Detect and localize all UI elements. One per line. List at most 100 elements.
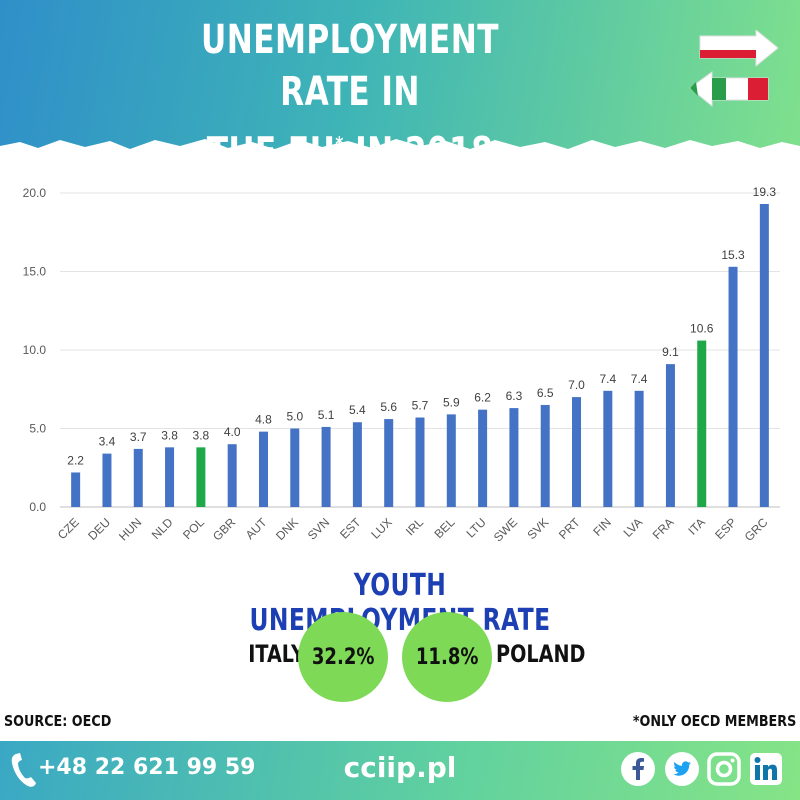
bar-ltu: [478, 409, 488, 507]
italy-rate-bubble: 32.2%: [298, 612, 388, 702]
x-tick-label: FIN: [590, 515, 614, 539]
x-tick-label: SVK: [524, 515, 551, 542]
data-label: 15.3: [721, 248, 745, 262]
x-tick-label: GBR: [210, 515, 239, 544]
x-tick-label: IRL: [403, 515, 426, 538]
y-tick-label: 0.0: [29, 500, 46, 514]
data-label: 7.4: [631, 372, 648, 386]
bar-svk: [540, 404, 550, 507]
phone-number[interactable]: +48 22 621 99 59: [38, 755, 256, 780]
torn-paper-edge: [0, 139, 800, 158]
title-line-2-main: THE EU: [206, 129, 336, 176]
data-label: 7.4: [599, 372, 616, 386]
x-tick-label: DNK: [273, 515, 301, 543]
bar-bel: [446, 414, 456, 507]
data-label: 4.0: [224, 425, 241, 439]
bar-est: [352, 422, 362, 507]
x-tick-label: PRT: [556, 515, 583, 542]
bar-lva: [634, 390, 644, 507]
instagram-icon[interactable]: [706, 751, 742, 787]
title-line-2-year: IN 2018: [343, 129, 494, 176]
bar-lux: [384, 419, 394, 507]
y-tick-label: 5.0: [29, 422, 46, 436]
italy-poland-flag-arrow-logo: [689, 30, 779, 108]
title-line-1: UNEMPLOYMENT RATE IN: [201, 17, 499, 115]
poland-label: POLAND: [496, 640, 586, 668]
y-tick-label: 20.0: [23, 186, 47, 200]
x-tick-label: POL: [180, 515, 207, 542]
footer-bar: +48 22 621 99 59 cciip.pl: [0, 741, 800, 800]
x-tick-label: BEL: [431, 515, 457, 541]
bar-nld: [165, 447, 175, 507]
page-title: UNEMPLOYMENT RATE IN THE EU* IN 2018: [155, 14, 545, 178]
bar-prt: [572, 397, 582, 507]
bar-cze: [71, 472, 81, 507]
source-note: SOURCE: OECD: [4, 712, 112, 730]
data-label: 3.7: [130, 430, 147, 444]
facebook-icon[interactable]: [620, 751, 656, 787]
bar-aut: [258, 431, 268, 507]
poland-rate-bubble: 11.8%: [402, 612, 492, 702]
bar-svn: [321, 426, 331, 507]
data-label: 3.8: [193, 428, 210, 442]
x-tick-label: GRC: [742, 515, 771, 544]
bar-esp: [728, 266, 738, 507]
italy-label: ITALY: [248, 640, 305, 668]
x-tick-label: CZE: [55, 515, 82, 542]
data-label: 6.3: [506, 389, 523, 403]
x-tick-label: FRA: [650, 515, 677, 542]
data-label: 6.5: [537, 386, 554, 400]
bar-dnk: [290, 428, 300, 507]
bar-fin: [603, 390, 613, 507]
data-label: 3.4: [99, 435, 116, 449]
phone-icon: [11, 753, 36, 787]
title-line-2: THE EU* IN 2018: [155, 118, 545, 178]
x-tick-label: HUN: [116, 515, 144, 543]
x-tick-label: LTU: [463, 515, 488, 540]
x-tick-label: AUT: [243, 515, 270, 542]
data-label: 2.2: [67, 453, 84, 467]
bar-hun: [133, 448, 143, 507]
data-label: 5.9: [443, 395, 460, 409]
x-tick-label: EST: [337, 515, 364, 542]
x-tick-label: LVA: [621, 515, 646, 540]
bar-ita: [697, 340, 707, 507]
poland-rate-value: 11.8%: [415, 644, 479, 670]
data-label: 19.3: [753, 185, 777, 199]
website-link[interactable]: cciip.pl: [343, 751, 457, 784]
x-tick-label: DEU: [85, 515, 113, 543]
bar-swe: [509, 408, 519, 507]
bar-gbr: [227, 444, 237, 507]
y-tick-label: 15.0: [23, 265, 47, 279]
unemployment-bar-chart: 0.0 5.0 10.0 15.0 20.0 2.2 CZE 3.4 DEU 3.7 HUN 3.8 N…: [23, 185, 780, 544]
data-label: 5.4: [349, 403, 366, 417]
youth-section-title: YOUTH UNEMPLOYMENT RATE: [249, 568, 551, 638]
data-label: 5.0: [286, 410, 303, 424]
linkedin-icon[interactable]: [748, 751, 784, 787]
twitter-icon[interactable]: [664, 751, 700, 787]
data-label: 5.1: [318, 408, 335, 422]
x-tick-label: SVN: [305, 515, 332, 542]
data-label: 4.8: [255, 413, 272, 427]
x-tick-label: ITA: [685, 515, 707, 537]
data-label: 5.7: [412, 399, 429, 413]
bar-grc: [759, 203, 769, 508]
bar-pol: [196, 447, 206, 507]
bar-fra: [665, 364, 675, 507]
data-label: 6.2: [474, 391, 491, 405]
bar-deu: [102, 453, 112, 507]
data-label: 9.1: [662, 345, 679, 359]
data-label: 5.6: [380, 400, 397, 414]
header-banner: [0, 0, 800, 150]
x-tick-label: LUX: [368, 515, 394, 541]
oecd-footnote: *ONLY OECD MEMBERS: [632, 712, 796, 730]
y-tick-label: 10.0: [23, 343, 47, 357]
data-label: 7.0: [568, 378, 585, 392]
italy-rate-value: 32.2%: [311, 644, 375, 670]
data-label: 3.8: [161, 428, 178, 442]
x-tick-label: ESP: [712, 515, 739, 542]
data-label: 10.6: [690, 322, 714, 336]
x-tick-label: NLD: [149, 515, 176, 542]
bar-irl: [415, 417, 425, 507]
title-asterisk: *: [335, 132, 344, 156]
